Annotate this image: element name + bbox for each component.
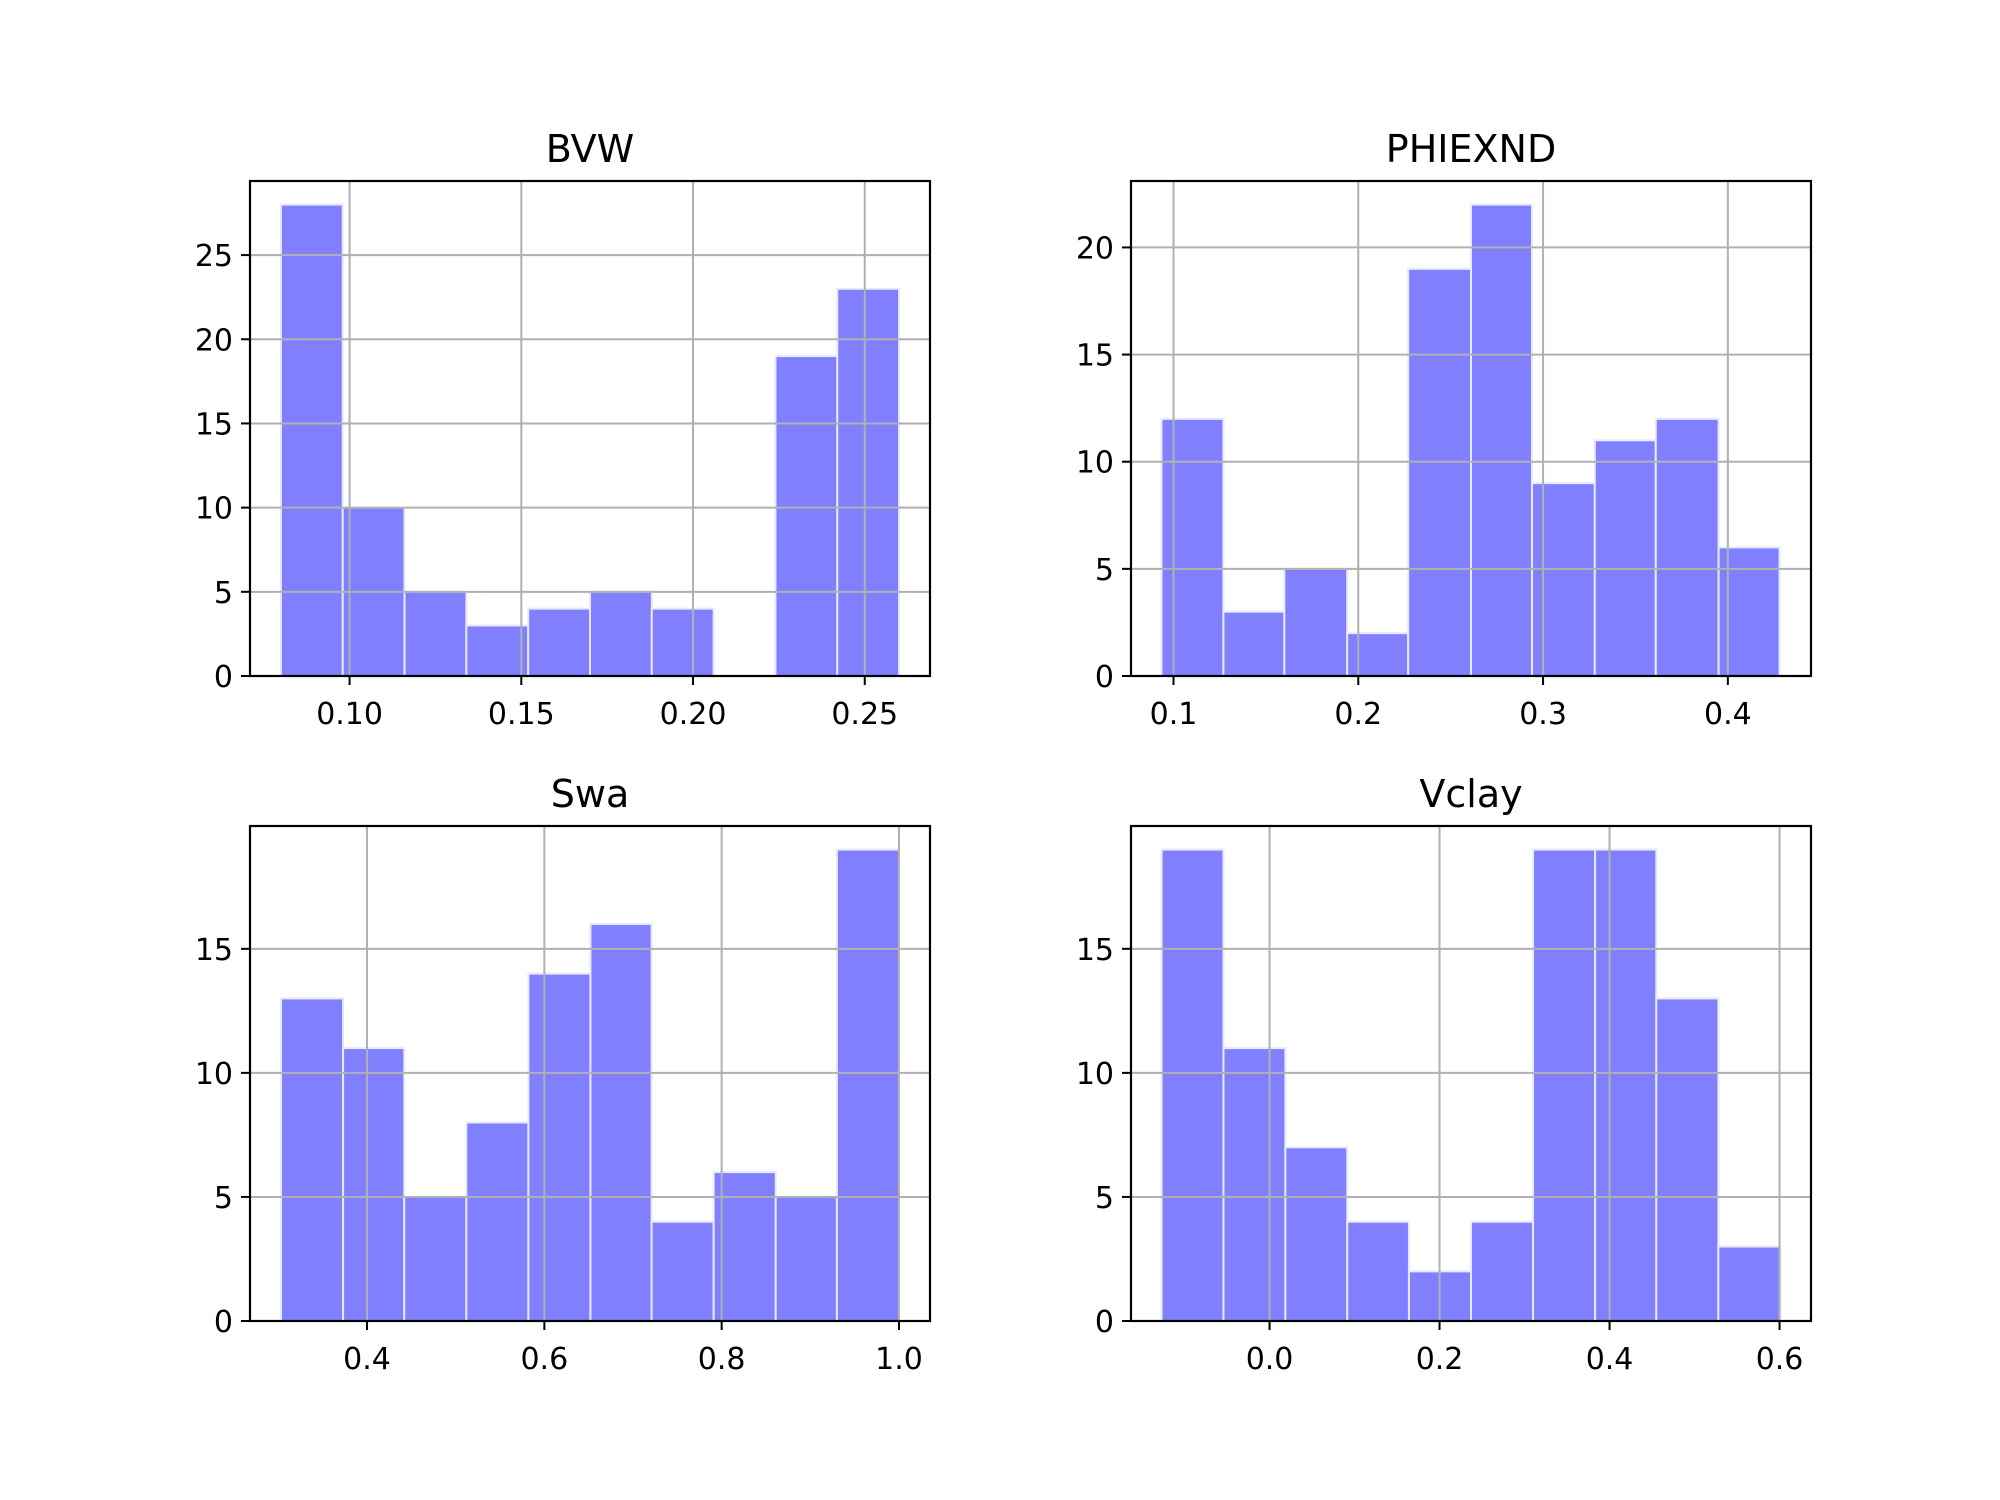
- histogram-bar-swa-5: [589, 923, 653, 1322]
- histogram-bar-bvw-0: [279, 203, 344, 677]
- y-tick-label-bvw-3: 15: [195, 407, 233, 442]
- y-tick-label-swa-3: 15: [195, 933, 233, 968]
- subplot-vclay: 0.0 0.2 0.4 0.6 0 5 10 15 Vclay: [1076, 772, 1813, 1377]
- histogram-bar-vclay-2: [1284, 1146, 1349, 1322]
- histogram-bar-swa-2: [403, 1195, 468, 1322]
- histogram-bar-swa-4: [527, 972, 592, 1322]
- histogram-bar-swa-1: [342, 1047, 406, 1322]
- x-tick-label-phiexnd-1: 0.2: [1334, 697, 1382, 732]
- x-tick-label-bvw-3: 0.25: [831, 697, 898, 732]
- histogram-bar-bvw-9: [836, 287, 901, 677]
- subplot-title-vclay: Vclay: [1419, 772, 1522, 816]
- y-tick-label-swa-2: 10: [195, 1057, 233, 1092]
- histogram-bar-phiexnd-7: [1593, 439, 1657, 677]
- histogram-bar-vclay-5: [1470, 1220, 1535, 1322]
- y-tick-label-phiexnd-3: 15: [1076, 339, 1114, 374]
- axes-frame-bvw: [248, 179, 932, 678]
- histogram-bar-swa-0: [280, 997, 345, 1322]
- histogram-bar-vclay-7: [1594, 848, 1658, 1322]
- histogram-bar-vclay-8: [1655, 997, 1720, 1322]
- histogram-bar-bvw-2: [403, 590, 468, 678]
- histogram-bar-phiexnd-6: [1530, 482, 1596, 677]
- x-tick-label-bvw-1: 0.15: [488, 697, 555, 732]
- histogram-bar-bvw-8: [774, 355, 839, 677]
- histogram-bar-vclay-9: [1717, 1245, 1782, 1323]
- histogram-bar-bvw-3: [465, 624, 530, 678]
- x-tick-label-vclay-0: 0.0: [1246, 1342, 1294, 1377]
- histogram-bar-phiexnd-8: [1654, 417, 1720, 677]
- y-tick-label-vclay-2: 10: [1076, 1057, 1114, 1092]
- subplot-bvw: 0.10 0.15 0.20 0.25 0 5 10 15 20 25 BVW: [195, 127, 932, 732]
- x-tick-label-bvw-0: 0.10: [316, 697, 383, 732]
- y-tick-label-bvw-2: 10: [195, 492, 233, 527]
- histogram-bar-vclay-6: [1532, 848, 1597, 1322]
- y-tick-label-vclay-1: 5: [1095, 1181, 1114, 1216]
- histogram-bar-swa-8: [774, 1195, 838, 1322]
- y-tick-label-bvw-5: 25: [195, 239, 233, 274]
- x-tick-label-phiexnd-0: 0.1: [1150, 697, 1198, 732]
- histogram-bar-phiexnd-2: [1283, 567, 1349, 677]
- subplot-phiexnd: 0.1 0.2 0.3 0.4 0 5 10 15 20 PHIEXND: [1076, 127, 1813, 732]
- x-tick-label-swa-3: 1.0: [875, 1342, 923, 1377]
- histogram-bar-vclay-1: [1222, 1047, 1287, 1322]
- x-tick-label-vclay-2: 0.4: [1586, 1342, 1634, 1377]
- x-tick-label-vclay-1: 0.2: [1416, 1342, 1464, 1377]
- y-tick-label-bvw-1: 5: [214, 576, 233, 611]
- histogram-bar-swa-6: [650, 1220, 715, 1322]
- subplot-swa: 0.4 0.6 0.8 1.0 0 5 10 15 Swa: [195, 772, 932, 1377]
- histogram-bar-phiexnd-4: [1407, 267, 1473, 677]
- histogram-bar-bvw-5: [589, 590, 653, 678]
- x-tick-label-vclay-3: 0.6: [1756, 1342, 1804, 1377]
- y-tick-label-vclay-3: 15: [1076, 933, 1114, 968]
- y-tick-label-phiexnd-1: 5: [1095, 553, 1114, 588]
- x-tick-label-bvw-2: 0.20: [660, 697, 727, 732]
- histogram-bar-swa-3: [465, 1121, 530, 1323]
- y-tick-label-phiexnd-4: 20: [1076, 231, 1114, 266]
- y-tick-label-swa-0: 0: [214, 1305, 233, 1340]
- histogram-bar-phiexnd-1: [1222, 610, 1286, 678]
- histogram-bar-phiexnd-3: [1346, 632, 1410, 678]
- histogram-bar-phiexnd-0: [1160, 417, 1225, 677]
- histogram-bar-vclay-0: [1160, 848, 1225, 1322]
- x-tick-label-swa-0: 0.4: [343, 1342, 391, 1377]
- subplot-title-phiexnd: PHIEXND: [1386, 127, 1556, 171]
- histogram-bar-bvw-6: [650, 607, 715, 678]
- histogram-bar-bvw-4: [527, 607, 592, 678]
- axes-frame-phiexnd: [1129, 179, 1813, 678]
- subplot-title-bvw: BVW: [546, 127, 634, 171]
- y-tick-label-phiexnd-2: 10: [1076, 446, 1114, 481]
- y-tick-label-bvw-0: 0: [214, 660, 233, 695]
- histogram-bar-swa-7: [712, 1171, 777, 1322]
- histogram-bar-vclay-3: [1346, 1220, 1410, 1322]
- x-tick-label-phiexnd-3: 0.4: [1704, 697, 1752, 732]
- histogram-bar-phiexnd-5: [1470, 203, 1533, 677]
- y-tick-label-phiexnd-0: 0: [1095, 660, 1114, 695]
- y-tick-label-vclay-0: 0: [1095, 1305, 1114, 1340]
- y-tick-label-swa-1: 5: [214, 1181, 233, 1216]
- y-tick-label-bvw-4: 20: [195, 323, 233, 358]
- x-tick-label-swa-2: 0.8: [698, 1342, 746, 1377]
- x-tick-label-phiexnd-2: 0.3: [1519, 697, 1567, 732]
- subplot-title-swa: Swa: [551, 772, 630, 816]
- x-tick-label-swa-1: 0.6: [520, 1342, 568, 1377]
- histogram-bar-swa-9: [835, 848, 900, 1322]
